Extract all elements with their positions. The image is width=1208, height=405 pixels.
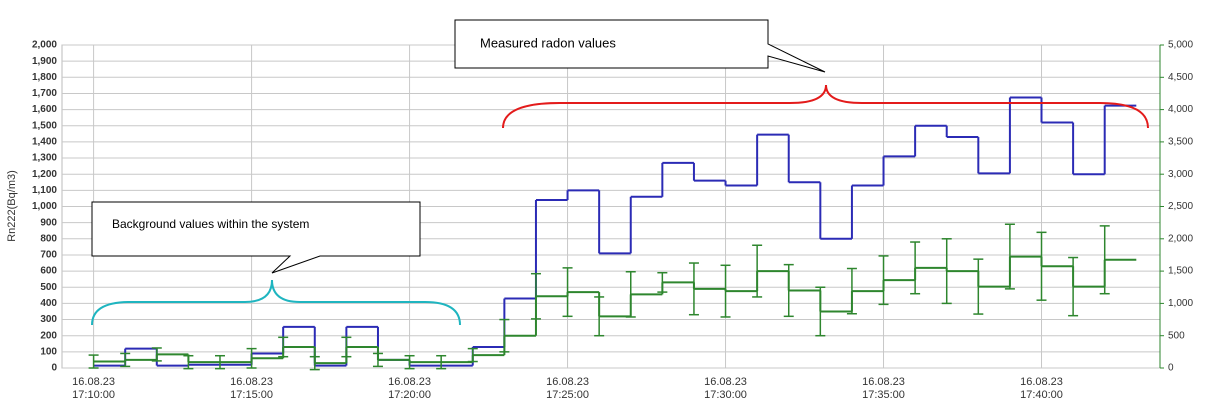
y2-tick-label: 4,000	[1168, 104, 1193, 115]
y-tick-label: 1,400	[32, 137, 57, 148]
error-bar	[372, 352, 383, 368]
y-tick-label: 1,800	[32, 72, 57, 83]
y2-tick-label: 1,500	[1168, 266, 1193, 277]
y-tick-label: 1,300	[32, 153, 57, 164]
y-tick-label: 1,900	[32, 56, 57, 67]
error-bar	[1036, 231, 1047, 301]
y2-tick-label: 0	[1168, 363, 1174, 374]
x-tick-label: 16.08.23 17:25:00	[546, 376, 589, 401]
error-bar	[910, 241, 921, 295]
y2-tick-label: 500	[1168, 330, 1185, 341]
error-bar	[783, 263, 794, 318]
error-bar	[941, 238, 952, 305]
error-bar	[467, 347, 478, 363]
y-tick-label: 1,000	[32, 201, 57, 212]
y-tick-label: 1,200	[32, 169, 57, 180]
x-tick-label: 16.08.23 17:30:00	[704, 376, 747, 401]
y-tick-label: 1,700	[32, 88, 57, 99]
red-brace	[502, 84, 1149, 129]
y-tick-label: 800	[40, 233, 57, 244]
error-bar	[562, 267, 573, 318]
callout-box	[454, 19, 826, 73]
error-bar	[815, 286, 826, 337]
y2-tick-label: 3,000	[1168, 169, 1193, 180]
error-bar	[752, 244, 763, 298]
error-bar	[594, 296, 605, 337]
error-bar	[1099, 225, 1110, 295]
y-tick-label: 1,600	[32, 104, 57, 115]
y-tick-label: 1,100	[32, 185, 57, 196]
error-bar	[846, 267, 857, 315]
error-bar	[530, 272, 541, 320]
error-bar	[120, 352, 131, 368]
error-bar	[720, 264, 731, 318]
callout-box	[91, 201, 421, 274]
y2-tick-label: 4,500	[1168, 72, 1193, 83]
y-tick-label: 2,000	[32, 40, 57, 51]
annotations: Measured radon values Background values …	[91, 19, 1149, 326]
error-bar	[499, 318, 510, 353]
error-bar	[1004, 223, 1015, 290]
x-tick-label: 16.08.23 17:15:00	[230, 376, 273, 401]
error-bar	[657, 271, 668, 293]
error-bar	[688, 262, 699, 316]
error-bar	[341, 336, 352, 358]
x-tick-label: 16.08.23 17:40:00	[1020, 376, 1063, 401]
y-tick-label: 900	[40, 217, 57, 228]
x-tick-label: 16.08.23 17:10:00	[72, 376, 115, 401]
error-bar	[278, 336, 289, 358]
y-tick-label: 600	[40, 266, 57, 277]
error-bar	[973, 258, 984, 315]
y-tick-label: 0	[51, 363, 57, 374]
annotation: Measured radon values	[480, 35, 616, 50]
error-bar	[183, 354, 194, 370]
y2-tick-label: 2,000	[1168, 233, 1193, 244]
y2-tick-label: 1,000	[1168, 298, 1193, 309]
error-bar	[88, 354, 99, 369]
y-tick-label: 300	[40, 314, 57, 325]
y-tick-label: 500	[40, 282, 57, 293]
error-bar	[309, 355, 320, 371]
y-tick-label: 100	[40, 346, 57, 357]
annotation: Background values within the system	[112, 217, 309, 231]
error-bar	[151, 347, 162, 362]
error-bar	[436, 354, 447, 370]
error-bar	[1068, 256, 1079, 317]
y2-tick-label: 3,500	[1168, 137, 1193, 148]
error-bar	[878, 255, 889, 306]
y-axis-label: Rn222(Bq/m3)	[6, 170, 18, 242]
error-bar	[625, 270, 636, 318]
y-tick-label: 1,500	[32, 120, 57, 131]
y-tick-label: 700	[40, 250, 57, 261]
x-tick-label: 16.08.23 17:35:00	[862, 376, 905, 401]
y2-tick-label: 2,500	[1168, 201, 1193, 212]
error-bar	[246, 347, 257, 369]
cyan-brace	[91, 279, 461, 326]
error-bar	[404, 354, 415, 370]
x-tick-label: 16.08.23 17:20:00	[388, 376, 431, 401]
y-tick-label: 400	[40, 298, 57, 309]
y2-tick-label: 5,000	[1168, 40, 1193, 51]
error-bar	[214, 354, 225, 370]
y-tick-label: 200	[40, 330, 57, 341]
